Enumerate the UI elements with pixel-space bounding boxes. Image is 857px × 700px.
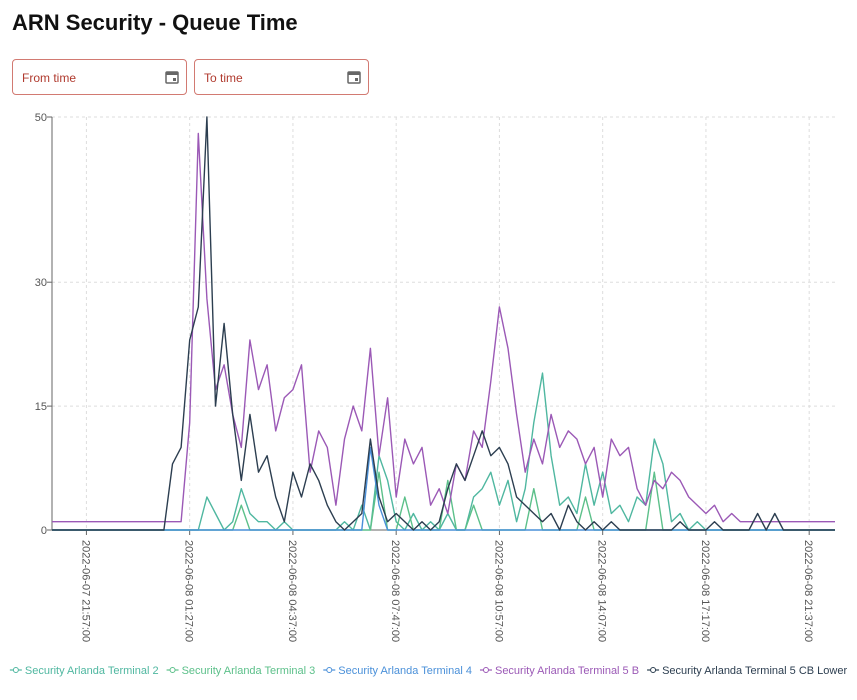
legend-item: Security Arlanda Terminal 5 CB Lower [647, 665, 847, 677]
legend: Security Arlanda Terminal 2 Security Arla… [9, 665, 847, 677]
x-tick-label: 2022-06-07 21:57:00 [79, 540, 91, 642]
to-time-input[interactable]: To time [194, 59, 369, 95]
calendar-icon[interactable] [346, 69, 362, 85]
y-tick-label: 0 [41, 525, 47, 537]
y-tick-label: 30 [35, 277, 47, 289]
y-tick-label: 15 [35, 401, 47, 413]
legend-marker [482, 667, 489, 673]
legend-label: Security Arlanda Terminal 2 [25, 665, 159, 677]
x-tick-label: 2022-06-08 07:47:00 [389, 540, 401, 642]
series-line [52, 116, 835, 531]
legend-item: Security Arlanda Terminal 5 B [479, 665, 639, 677]
legend-label: Security Arlanda Terminal 3 [182, 665, 316, 677]
x-tick-label: 2022-06-08 10:57:00 [492, 540, 504, 642]
legend-label: Security Arlanda Terminal 5 B [495, 665, 639, 677]
from-time-label: From time [22, 71, 76, 85]
legend-marker [169, 667, 176, 673]
y-tick-label: 50 [35, 112, 47, 124]
x-tick-label: 2022-06-08 21:37:00 [802, 540, 814, 642]
legend-marker [12, 667, 19, 673]
legend-marker [650, 667, 657, 673]
legend-label: Security Arlanda Terminal 4 [338, 665, 472, 677]
series-line [52, 132, 835, 523]
x-tick-label: 2022-06-08 01:27:00 [183, 540, 195, 642]
to-time-label: To time [204, 71, 243, 85]
calendar-icon[interactable] [164, 69, 180, 85]
x-tick-label: 2022-06-08 17:17:00 [699, 540, 711, 642]
from-time-input[interactable]: From time [12, 59, 187, 95]
legend-item: Security Arlanda Terminal 3 [166, 665, 316, 677]
legend-marker [326, 667, 333, 673]
legend-label: Security Arlanda Terminal 5 CB Lower [662, 665, 847, 677]
page-title: ARN Security - Queue Time [12, 10, 298, 35]
legend-item: Security Arlanda Terminal 2 [9, 665, 159, 677]
x-tick-label: 2022-06-08 04:37:00 [286, 540, 298, 642]
legend-item: Security Arlanda Terminal 4 [323, 665, 472, 677]
x-tick-label: 2022-06-08 14:07:00 [596, 540, 608, 642]
